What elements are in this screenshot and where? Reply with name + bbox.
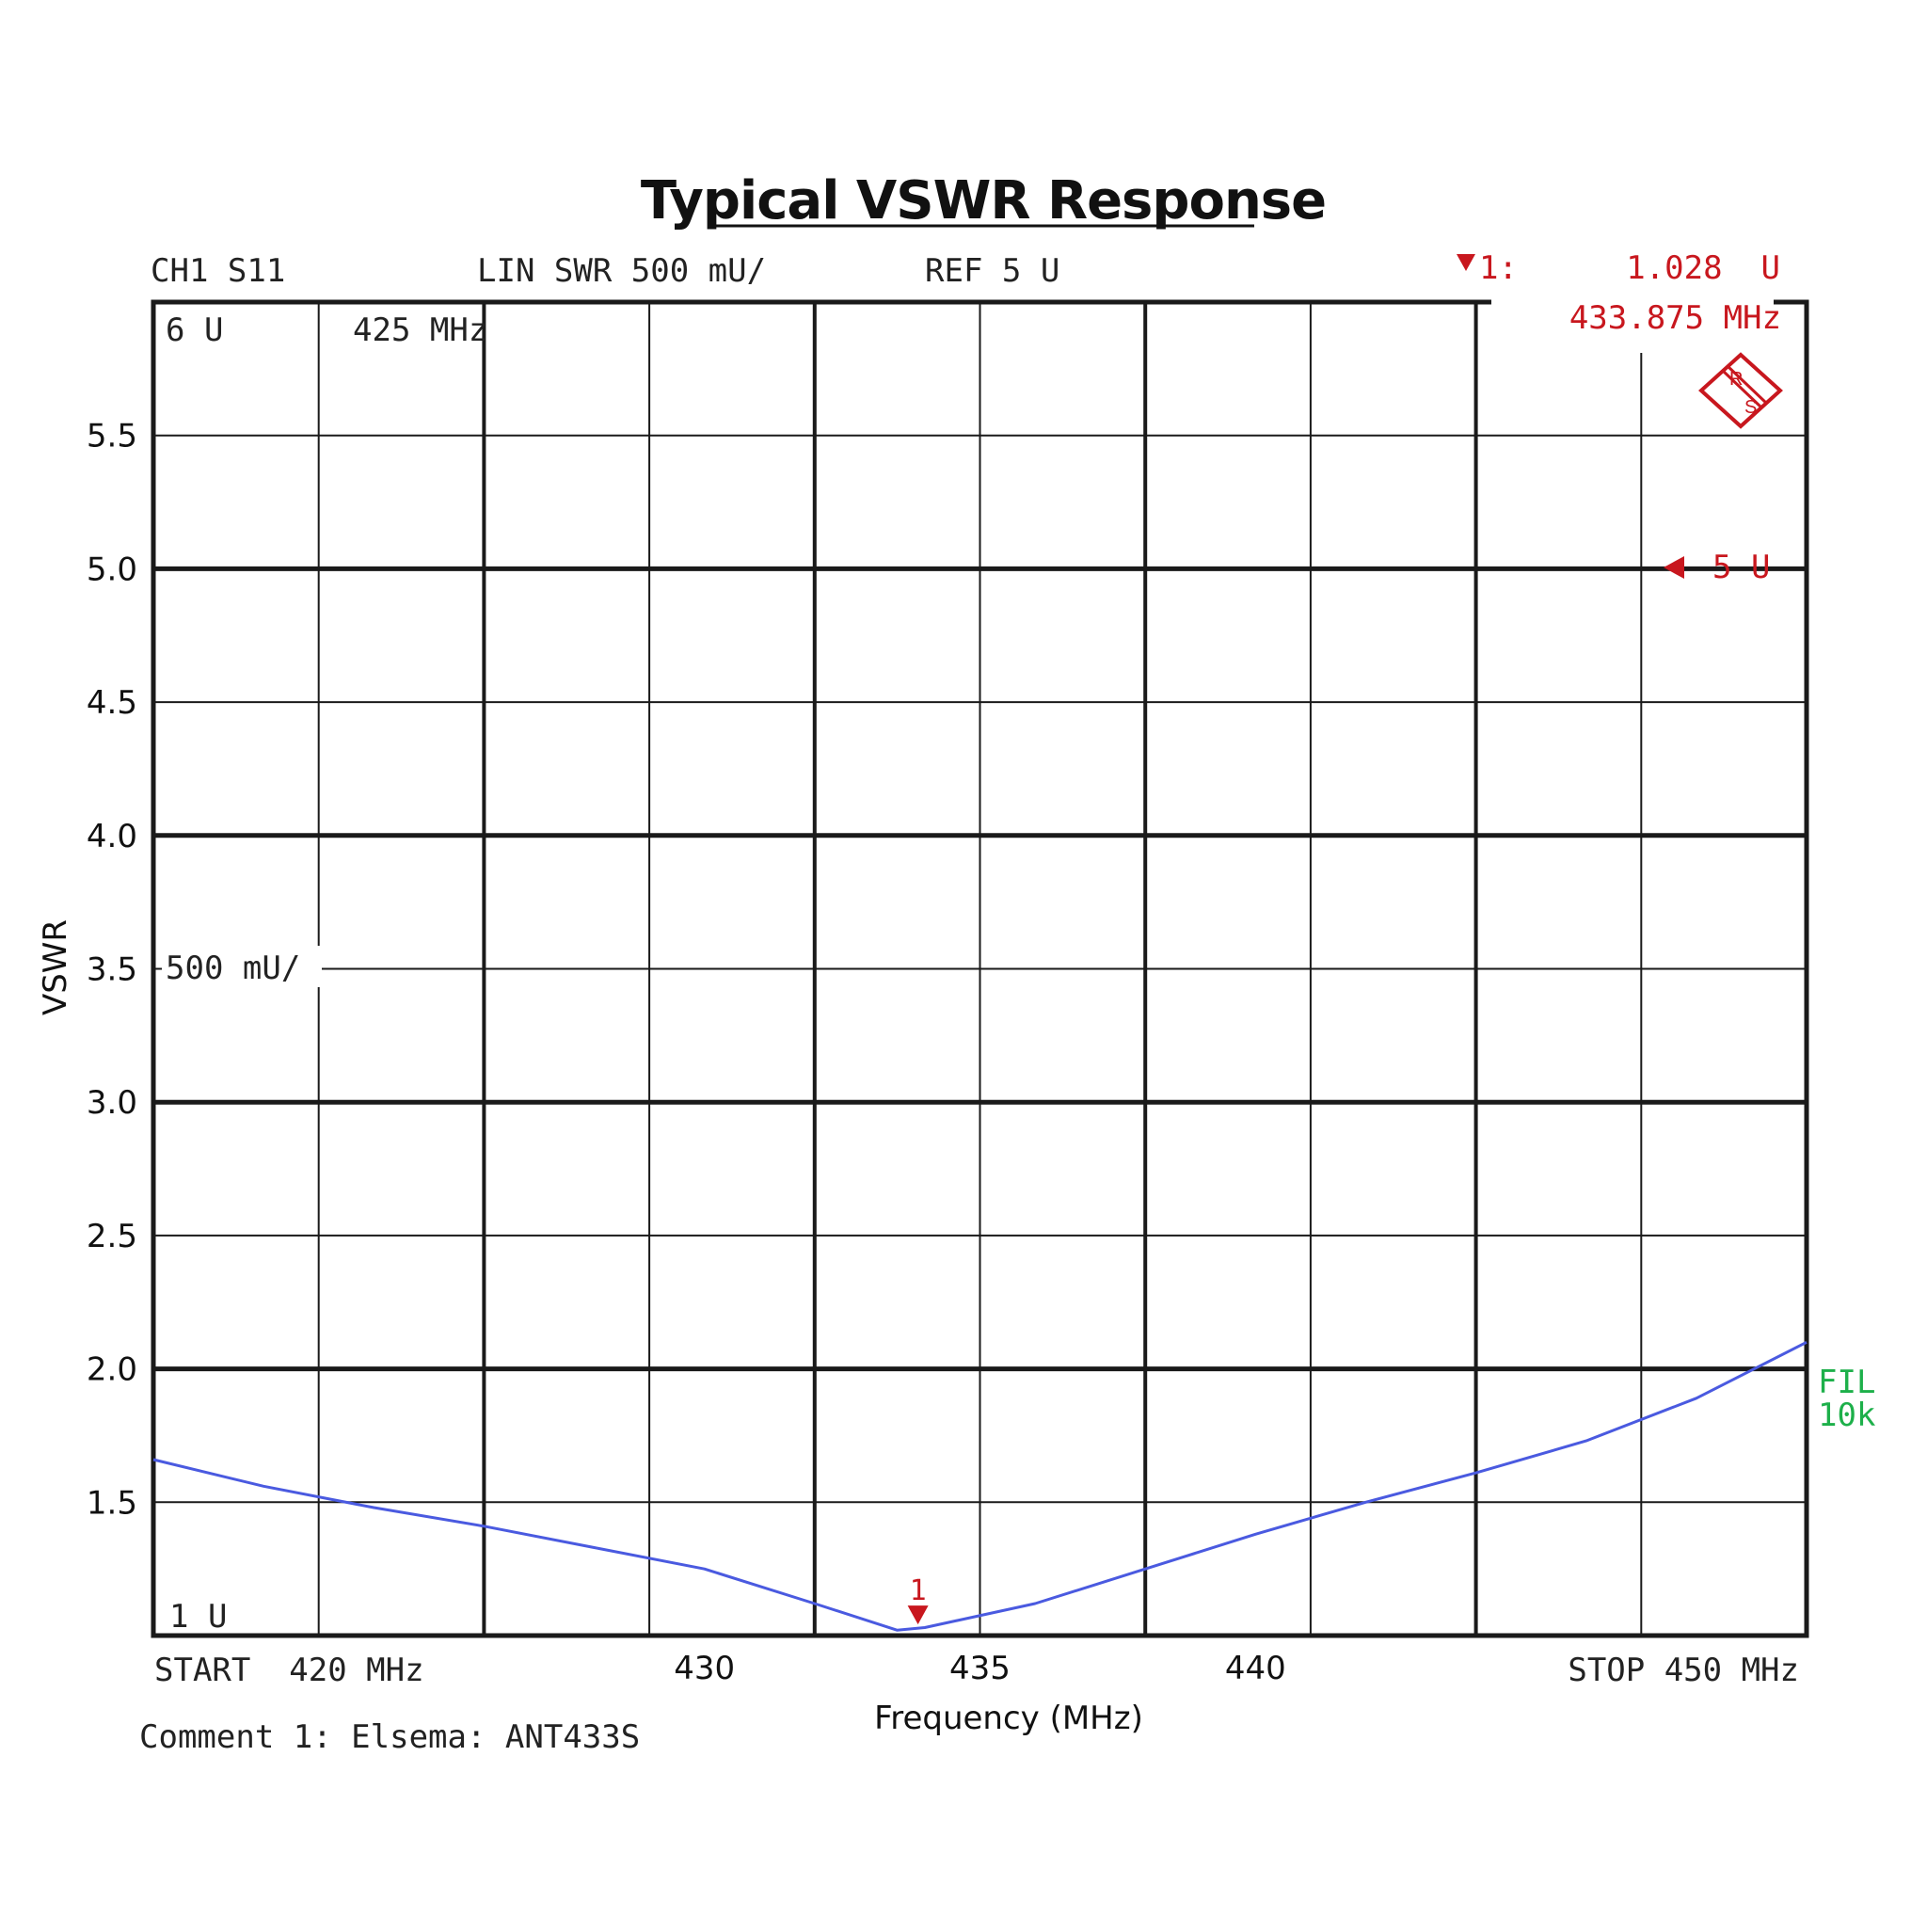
top-left-label: 6 U [166,311,223,349]
marker-readout-value: 1.028 U [1626,249,1780,287]
y-tick-label: 4.0 [87,818,137,855]
y-tick-label: 4.5 [87,684,137,722]
marker-readout-triangle-icon [1457,254,1475,271]
x-tick-label: 430 [674,1650,735,1687]
stop-frequency-label: STOP 450 MHz [1568,1652,1799,1689]
top-frequency-label: 425 MHz [353,311,487,349]
y-axis-label: VSWR [37,919,74,1015]
x-tick-label: 435 [949,1650,1011,1687]
y-tick-label: 5.5 [87,418,137,455]
vswr-trace-line [152,1340,1808,1632]
reference-label: REF 5 U [925,252,1059,290]
channel-label: CH1 S11 [151,252,285,290]
y-tick-label: 2.5 [87,1218,137,1255]
marker-1-triangle-icon [907,1605,929,1625]
reference-level-label: 5 U [1712,549,1770,586]
rs-logo-icon: R S [1698,352,1783,429]
x-axis-ticks: 430 435 440 [674,1650,1286,1687]
svg-text:R: R [1729,369,1743,390]
marker-1-label: 1 [910,1574,927,1607]
scale-label: 500 mU/ [166,950,300,987]
x-tick-label: 440 [1225,1650,1286,1687]
filter-label: FIL [1818,1364,1875,1401]
y-tick-label: 1.5 [87,1484,137,1522]
y-tick-label: 3.5 [87,951,137,989]
y-tick-label: 5.0 [87,551,137,588]
grid [151,299,1809,1638]
plot-frame [151,299,1809,1638]
y-axis-ticks: 5.5 5.0 4.5 4.0 3.5 3.0 2.5 2.0 1.5 [87,418,137,1523]
marker-readout-label: 1: [1479,249,1518,287]
comment-label: Comment 1: Elsema: ANT433S [139,1718,640,1756]
trace-group: 1 [152,1340,1808,1632]
filter-bandwidth-label: 10k [1818,1397,1875,1434]
scale-label-bg [162,946,322,987]
chart-title: Typical VSWR Response [641,170,1326,232]
reference-level-arrow-icon [1664,556,1684,579]
bottom-left-label: 1 U [169,1598,227,1636]
svg-text:S: S [1744,397,1757,418]
start-frequency-label: START 420 MHz [154,1652,424,1689]
y-tick-label: 3.0 [87,1084,137,1122]
marker-readout-box [1491,296,1774,353]
x-axis-label: Frequency (MHz) [874,1700,1143,1737]
y-tick-label: 2.0 [87,1351,137,1389]
format-label: LIN SWR 500 mU/ [477,252,766,290]
marker-readout-frequency-overlay: 433.875 MHz [1569,299,1781,337]
